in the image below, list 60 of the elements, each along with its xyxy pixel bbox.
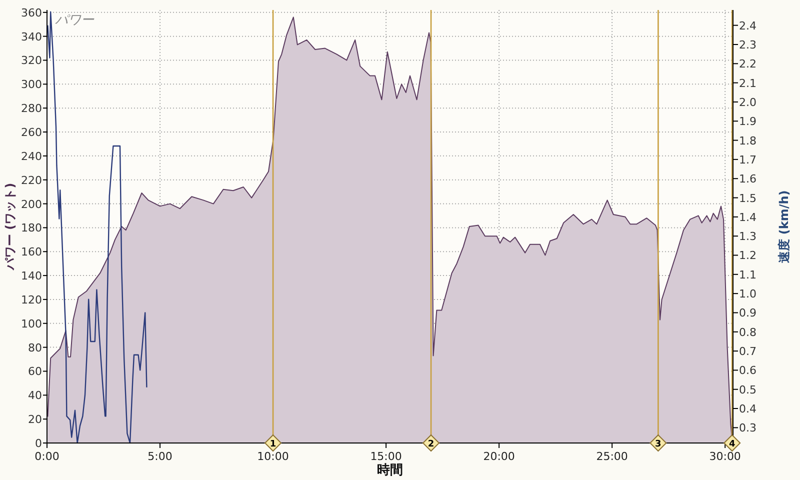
lap-marker: 4 [723,434,741,452]
y2-tick-label: 0.3 [739,422,756,435]
y-tick-label: 0 [35,437,42,450]
y2-tick-label: 1.8 [739,134,756,148]
y2-tick-label: 0.9 [739,306,756,320]
y-tick-label: 360 [21,6,42,20]
chart-title: パワー [55,13,95,28]
lap-marker: 1 [264,434,282,452]
lap-marker: 3 [649,434,667,452]
y-tick-label: 40 [28,389,42,402]
y2-tick-label: 1.6 [739,172,756,186]
y2-tick-label: 2.3 [739,38,756,52]
x-axis-title: 時間 [377,463,403,478]
y-tick-label: 280 [21,102,42,116]
y2-tick-label: 1.1 [739,268,756,282]
y2-tick-label: 2.2 [739,58,756,71]
y2-tick-label: 1.2 [739,249,756,262]
y2-tick-label: 1.0 [739,288,756,301]
annotation: 3 [655,440,662,450]
x-tick-label: 5:00 [148,450,172,463]
x-tick-label: 25:00 [596,450,628,463]
y2-tick-label: 1.4 [739,210,756,224]
lap-marker: 2 [422,434,440,452]
y-tick-label: 300 [21,78,42,92]
y2-tick-label: 1.3 [739,230,756,244]
annotation: 4 [728,440,736,450]
y2-tick-label: 1.9 [739,115,756,128]
y2-tick-label: 0.4 [739,402,756,416]
y-tick-label: 100 [21,317,42,330]
y-tick-label: 320 [21,54,42,68]
annotation: 2 [428,440,434,450]
x-tick-label: 15:00 [370,450,402,463]
annotation: 1 [270,440,276,450]
y-tick-label: 180 [21,222,42,235]
y2-tick-label: 2.4 [739,19,756,32]
y2-tick-label: 0.6 [739,364,756,378]
y-tick-label: 220 [21,174,42,187]
y-axis-title: パワー (ワット) [3,182,17,272]
y-tick-label: 80 [28,341,42,354]
y-tick-label: 140 [21,270,42,283]
y-tick-label: 200 [21,198,42,211]
y-tick-label: 240 [21,150,42,163]
y2-tick-label: 2.0 [739,96,756,109]
x-tick-label: 0:00 [34,450,60,463]
x-tick-label: 10:00 [257,450,289,463]
y2-axis-title: 速度 (km/h) [777,190,791,264]
y2-tick-label: 2.1 [739,76,756,90]
y2-tick-label: 1.5 [739,192,756,205]
x-tick-label: 20:00 [483,450,515,463]
y-tick-label: 160 [21,246,42,259]
y-tick-label: 20 [28,413,42,426]
y2-tick-label: 0.5 [739,383,756,396]
y-tick-label: 120 [21,293,42,306]
y2-tick-label: 1.7 [739,153,756,166]
y-tick-label: 340 [21,30,42,44]
y-tick-label: 260 [21,126,42,140]
y2-tick-label: 0.8 [739,326,756,339]
y2-tick-label: 0.7 [739,345,756,358]
y-tick-label: 60 [28,365,42,378]
x-tick-label: 30:00 [709,450,741,463]
